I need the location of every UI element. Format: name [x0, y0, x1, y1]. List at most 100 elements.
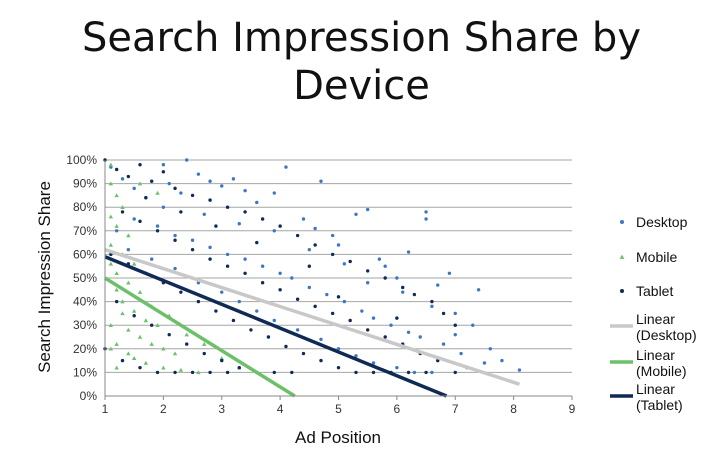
tablet-point — [453, 370, 457, 375]
desktop-point — [406, 250, 411, 254]
y-tick-label: 100% — [66, 153, 97, 167]
x-tick-label: 5 — [335, 402, 342, 416]
y-tick-label: 10% — [73, 365, 97, 379]
tablet-point — [249, 328, 253, 332]
desktop-point — [365, 207, 370, 212]
tablet-point — [365, 328, 370, 332]
y-tick-label: 30% — [73, 318, 97, 332]
tablet-point — [144, 196, 148, 200]
y-tick-label: 60% — [73, 247, 97, 261]
tablet-point — [155, 370, 160, 375]
mobile-point — [143, 318, 149, 323]
mobile-point — [114, 287, 119, 292]
mobile-point — [108, 323, 114, 327]
mobile-point — [120, 311, 125, 316]
desktop-point — [500, 358, 504, 363]
tablet-point — [284, 344, 288, 349]
tablet-point — [138, 163, 142, 167]
desktop-point — [301, 217, 306, 221]
tablet-point — [190, 193, 195, 198]
tablet-point — [307, 264, 312, 268]
tablet-point — [336, 365, 341, 370]
desktop-point — [278, 271, 282, 275]
desktop-point — [395, 365, 399, 370]
chart-title: Search Impression Share by Device — [0, 14, 723, 110]
tablet-point — [167, 332, 171, 337]
mobile-point — [137, 334, 143, 339]
tablet-point — [371, 370, 376, 375]
tablet-point — [412, 292, 417, 297]
tablet-point — [173, 186, 177, 191]
desktop-point — [255, 200, 259, 205]
y-tick-label: 80% — [73, 200, 97, 214]
desktop-point — [360, 309, 364, 313]
tablet-point — [114, 299, 119, 304]
desktop-point — [430, 304, 434, 309]
tablet-point — [173, 370, 177, 375]
tablet-point — [190, 370, 195, 375]
desktop-point — [436, 283, 440, 287]
mobile-point — [114, 271, 119, 276]
mobile-point — [131, 308, 137, 313]
desktop-point — [453, 332, 457, 337]
tablet-point — [214, 309, 218, 313]
tablet-point — [336, 295, 341, 299]
mobile-point — [202, 341, 207, 346]
desktop-point — [401, 290, 405, 294]
tablet-point — [348, 259, 352, 264]
tablet-point — [260, 217, 265, 221]
tablet-point — [214, 224, 218, 228]
legend-linear-mobile-label: Linear (Mobile) — [636, 347, 687, 379]
mobile-point — [219, 356, 224, 360]
desktop-point — [237, 299, 241, 304]
desktop-point — [202, 212, 206, 216]
desktop-point — [190, 238, 195, 242]
tablet-point — [260, 281, 265, 285]
desktop-point — [342, 262, 347, 266]
desktop-point — [336, 347, 341, 351]
y-tick-label: 40% — [73, 295, 97, 309]
tablet-point — [150, 323, 154, 327]
mobile-point — [143, 360, 149, 365]
tablet-point — [255, 240, 259, 245]
tablet-point — [365, 269, 370, 273]
tablet-point — [278, 224, 282, 228]
tablet-point — [290, 370, 294, 375]
tablet-point — [383, 335, 387, 339]
legend: Desktop Mobile Tablet Linear (Desktop) Linear… — [610, 214, 697, 413]
desktop-point — [155, 224, 160, 228]
x-tick-label: 9 — [569, 402, 576, 416]
legend-tablet-marker — [620, 289, 624, 293]
mobile-point — [161, 346, 166, 351]
desktop-point — [447, 271, 452, 275]
tablet-point — [295, 297, 300, 301]
desktop-point — [255, 309, 259, 313]
tablet-point — [190, 247, 195, 252]
tablet-point — [453, 323, 457, 327]
desktop-point — [208, 245, 212, 250]
desktop-point — [319, 179, 323, 183]
desktop-point — [173, 266, 177, 271]
desktop-point — [167, 181, 171, 186]
mobile-point — [108, 346, 114, 351]
mobile-point — [155, 323, 160, 327]
tablet-point — [138, 365, 142, 370]
mobile-point — [196, 370, 201, 375]
desktop-point — [383, 264, 387, 268]
linear-tablet-trendline — [104, 255, 448, 398]
desktop-point — [517, 368, 522, 372]
tablet-point — [208, 198, 212, 202]
tablet-point — [208, 370, 212, 375]
desktop-point — [330, 233, 335, 238]
desktop-point — [307, 285, 312, 290]
linear-desktop-trendline — [104, 248, 521, 386]
desktop-point — [354, 212, 358, 216]
legend-desktop-label: Desktop — [636, 214, 688, 230]
tablet-point — [126, 174, 131, 179]
desktop-point — [412, 370, 417, 375]
tablet-point — [225, 370, 230, 375]
mobile-point — [184, 332, 189, 337]
x-axis-label: Ad Position — [295, 428, 381, 447]
tablet-point — [225, 205, 230, 209]
